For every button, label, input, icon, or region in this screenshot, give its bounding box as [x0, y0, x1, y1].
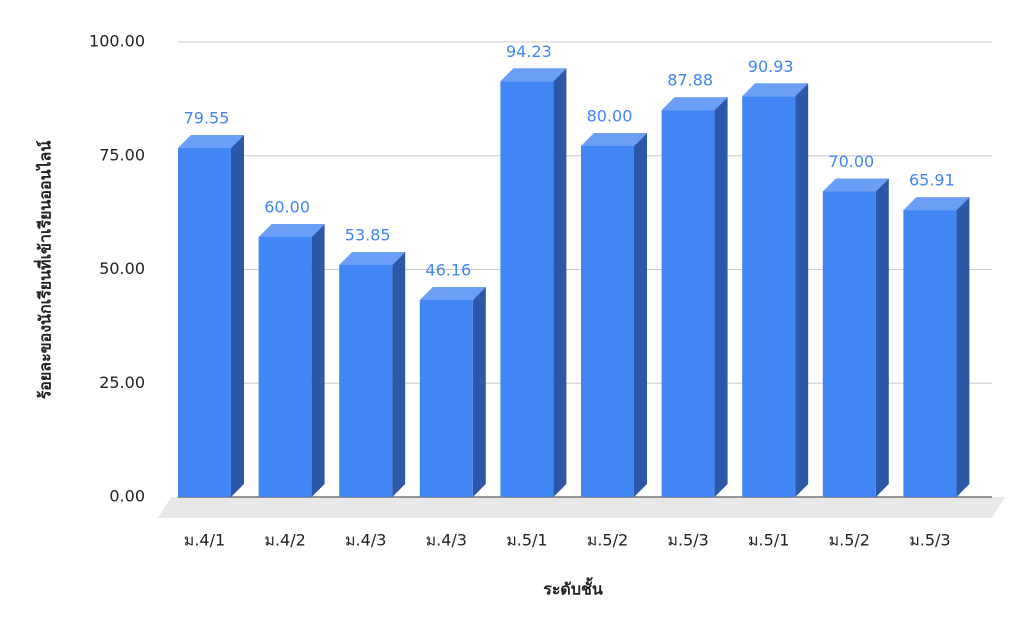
- bar-side: [472, 286, 486, 497]
- bar: [178, 135, 244, 498]
- data-label: 65.91: [909, 171, 955, 190]
- bar: [822, 178, 889, 497]
- bar: [742, 83, 809, 498]
- bar: [419, 286, 486, 497]
- data-label: 80.00: [587, 107, 633, 126]
- bar: [339, 251, 406, 497]
- x-tick-label: ม.5/2: [587, 531, 628, 550]
- y-tick-label: 50.00: [99, 259, 145, 278]
- y-tick-label: 75.00: [99, 145, 145, 164]
- bar-side: [795, 83, 809, 498]
- x-tick-label: ม.5/1: [748, 531, 789, 550]
- bar-front: [822, 191, 876, 497]
- x-tick-label: ม.4/2: [264, 531, 305, 550]
- bar-front: [339, 264, 393, 497]
- bar: [661, 97, 728, 498]
- y-tick-label: 25.00: [99, 373, 145, 392]
- bar-side: [875, 178, 889, 497]
- x-tick-label: ม.5/3: [909, 531, 950, 550]
- data-label: 46.16: [425, 260, 471, 279]
- data-label: 79.55: [184, 109, 230, 128]
- bar-front: [903, 210, 957, 497]
- y-tick-label: 0.00: [109, 487, 145, 506]
- x-tick-label: ม.5/2: [829, 531, 870, 550]
- bar: [500, 68, 567, 497]
- bar-top: [419, 286, 486, 300]
- data-label: 87.88: [667, 71, 713, 90]
- bar: [581, 133, 647, 497]
- data-label: 53.85: [345, 225, 391, 244]
- data-label: 94.23: [506, 42, 552, 61]
- floor: [158, 497, 1005, 518]
- bar-front: [581, 146, 634, 497]
- bar: [258, 224, 325, 497]
- bar: [903, 197, 970, 497]
- bar-top: [822, 178, 889, 192]
- bar-side: [634, 133, 647, 497]
- bar-side: [956, 197, 970, 497]
- x-axis-label: ระดับชั้น: [543, 577, 603, 599]
- bar-top: [258, 224, 325, 237]
- x-tick-label: ม.5/1: [506, 531, 547, 550]
- data-label: 70.00: [828, 152, 874, 171]
- bar-front: [258, 237, 312, 497]
- bar-side: [553, 68, 567, 497]
- bar-front: [419, 299, 473, 497]
- data-label: 90.93: [748, 57, 794, 76]
- x-tick-label: ม.4/3: [426, 531, 467, 550]
- bar-front: [178, 148, 231, 498]
- bar-side: [714, 97, 728, 498]
- y-axis-label: ร้อยละของนักเรียนที่เข้าเรียนออนไลน์: [34, 141, 55, 400]
- bar-front: [500, 81, 554, 497]
- data-label: 60.00: [264, 198, 310, 217]
- bar-top: [339, 251, 406, 265]
- bar-front: [661, 110, 715, 498]
- bar-side: [392, 251, 406, 497]
- bar-top: [500, 68, 567, 82]
- bar-top: [903, 197, 970, 211]
- y-tick-label: 100.00: [89, 32, 145, 51]
- bar-side: [311, 224, 325, 497]
- bar-front: [742, 96, 796, 498]
- bar-top: [581, 133, 647, 146]
- x-tick-label: ม.5/3: [667, 531, 708, 550]
- bar-top: [661, 97, 728, 111]
- x-tick-label: ม.4/3: [345, 531, 386, 550]
- bar-top: [178, 135, 244, 149]
- bar-side: [231, 135, 244, 498]
- bar-top: [742, 83, 809, 97]
- x-tick-label: ม.4/1: [184, 531, 225, 550]
